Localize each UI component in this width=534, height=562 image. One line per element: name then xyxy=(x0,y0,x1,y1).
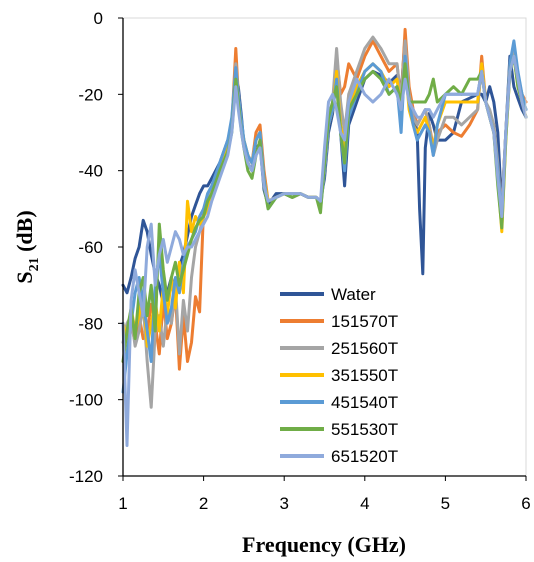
x-tick-label: 2 xyxy=(199,494,208,513)
legend-label: 451540T xyxy=(331,393,398,412)
y-tick-label: -60 xyxy=(78,238,103,257)
y-axis-title-unit: (dB) xyxy=(12,210,37,257)
y-tick-label: -80 xyxy=(78,314,103,333)
x-axis-title: Frequency (GHz) xyxy=(242,532,406,557)
y-axis-title-subscript: 21 xyxy=(27,257,42,271)
x-tick-label: 5 xyxy=(441,494,450,513)
ticks-layer: 1 2 3 4 5 6 0 -20 -40 -60 -80 -100 -120 xyxy=(69,9,531,513)
y-tick-label: -100 xyxy=(69,391,103,410)
y-tick-label: -40 xyxy=(78,162,103,181)
y-axis-title: S21 (dB) xyxy=(12,210,42,283)
legend-label: 651520T xyxy=(331,447,398,466)
legend-label: 351550T xyxy=(331,366,398,385)
legend-label: 251560T xyxy=(331,339,398,358)
y-tick-label: -120 xyxy=(69,467,103,486)
series-line-251560t xyxy=(121,35,528,409)
y-axis-title-main: S xyxy=(12,271,37,283)
legend-label: Water xyxy=(331,285,376,304)
y-tick-label: -20 xyxy=(78,85,103,104)
x-tick-label: 6 xyxy=(521,494,530,513)
series-line-651520t xyxy=(121,54,528,447)
series-layer xyxy=(121,27,528,447)
x-tick-label: 1 xyxy=(118,494,127,513)
legend-label: 551530T xyxy=(331,420,398,439)
x-tick-label: 3 xyxy=(279,494,288,513)
legend-label: 151570T xyxy=(331,312,398,331)
y-tick-label: 0 xyxy=(94,9,103,28)
legend: Water 151570T 251560T 351550T 451540T 551530T… xyxy=(280,285,398,466)
x-tick-label: 4 xyxy=(360,494,369,513)
